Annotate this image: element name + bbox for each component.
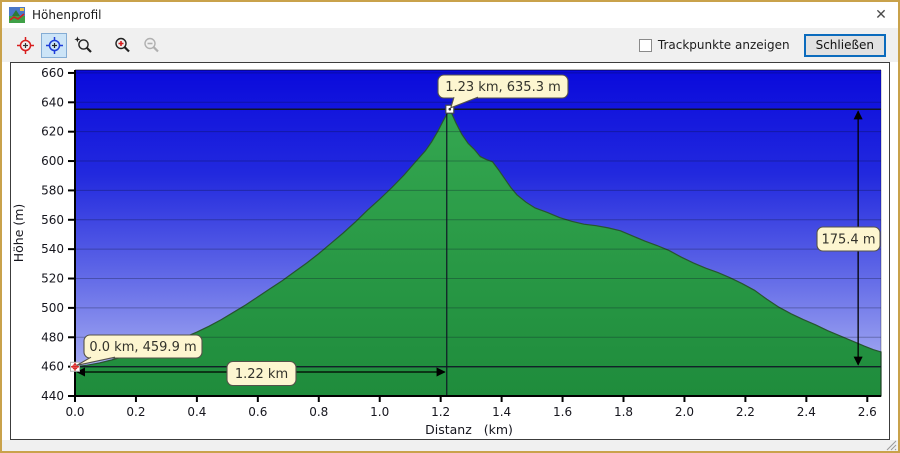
app-icon (9, 7, 25, 23)
y-tick-label: 560 (41, 213, 64, 227)
y-tick-label: 640 (41, 95, 64, 109)
trackpoints-checkbox[interactable] (638, 38, 652, 52)
svg-text:1.23 km, 635.3 m: 1.23 km, 635.3 m (445, 80, 561, 95)
svg-text:0.0 km, 459.9 m: 0.0 km, 459.9 m (89, 340, 196, 355)
x-tick-label: 2.6 (858, 405, 877, 419)
zoom-select-icon (73, 35, 92, 53)
y-axis-label: Höhe (m) (11, 204, 26, 263)
x-tick-label: 0.4 (187, 405, 206, 419)
y-tick-label: 620 (41, 125, 64, 139)
x-tick-label: 1.2 (431, 405, 450, 419)
zoom-out-icon (143, 37, 159, 52)
y-tick-label: 600 (41, 154, 64, 168)
gridlines (75, 69, 882, 396)
blue-target-icon (45, 36, 63, 54)
y-tick-label: 660 (41, 66, 64, 80)
y-tick-label: 480 (41, 330, 64, 344)
y-tick-label: 580 (41, 183, 64, 197)
svg-text:175.4 m: 175.4 m (821, 233, 875, 248)
elevation-area (74, 107, 882, 397)
axes: 440 460 480 500 520 540 560 580 600 620 640 660 0.0 0… (11, 66, 881, 437)
trackpoints-checkbox-row: Trackpunkte anzeigen (638, 38, 790, 52)
y-tick-label: 460 (41, 360, 64, 374)
peak-tooltip: 1.23 km, 635.3 m (437, 74, 569, 109)
x-tick-label: 2.4 (797, 405, 816, 419)
schliessen-button[interactable]: Schließen (803, 33, 886, 57)
y-tick-label: 440 (41, 389, 64, 403)
horizontal-distance-label: 1.22 km (226, 360, 297, 387)
window-title: Höhenprofil (32, 8, 102, 22)
x-tick-label: 2.2 (736, 405, 755, 419)
elevation-chart[interactable]: 440 460 480 500 520 540 560 580 600 620 640 660 0.0 0… (11, 63, 889, 439)
chart-panel: 440 460 480 500 520 540 560 580 600 620 640 660 0.0 0… (10, 62, 890, 440)
vertical-distance-label: 175.4 m (816, 226, 881, 252)
x-tick-label: 1.8 (614, 405, 633, 419)
x-axis-label: Distanz (km) (425, 422, 513, 437)
red-target-tool-button[interactable] (12, 33, 38, 58)
y-tick-label: 500 (41, 301, 64, 315)
x-tick-label: 2.0 (675, 405, 694, 419)
zoom-in-icon (114, 37, 130, 52)
x-tick-label: 0.6 (248, 405, 267, 419)
trackpoints-checkbox-label: Trackpunkte anzeigen (657, 38, 790, 52)
profile-markers[interactable] (70, 104, 455, 372)
x-tick-label: 1.0 (370, 405, 389, 419)
titlebar: Höhenprofil ✕ (2, 2, 898, 28)
statusbar (2, 440, 898, 451)
x-tick-label: 0.8 (309, 405, 328, 419)
y-tick-label: 520 (41, 272, 64, 286)
blue-target-tool-button[interactable] (41, 32, 67, 58)
resize-grip-icon[interactable] (885, 440, 897, 451)
zoom-select-tool-button[interactable] (70, 33, 96, 58)
start-tooltip: 0.0 km, 459.9 m (76, 334, 203, 366)
zoom-out-tool-button[interactable] (138, 33, 164, 58)
x-tick-label: 0.2 (126, 405, 145, 419)
toolbar: Trackpunkte anzeigen Schließen (2, 28, 898, 62)
window-close-icon[interactable]: ✕ (875, 7, 887, 23)
x-tick-label: 1.6 (553, 405, 572, 419)
svg-text:1.22 km: 1.22 km (235, 367, 288, 382)
x-tick-label: 0.0 (65, 405, 84, 419)
red-target-icon (16, 36, 34, 54)
zoom-in-tool-button[interactable] (109, 33, 135, 58)
x-tick-label: 1.4 (492, 405, 511, 419)
y-tick-label: 540 (41, 242, 64, 256)
